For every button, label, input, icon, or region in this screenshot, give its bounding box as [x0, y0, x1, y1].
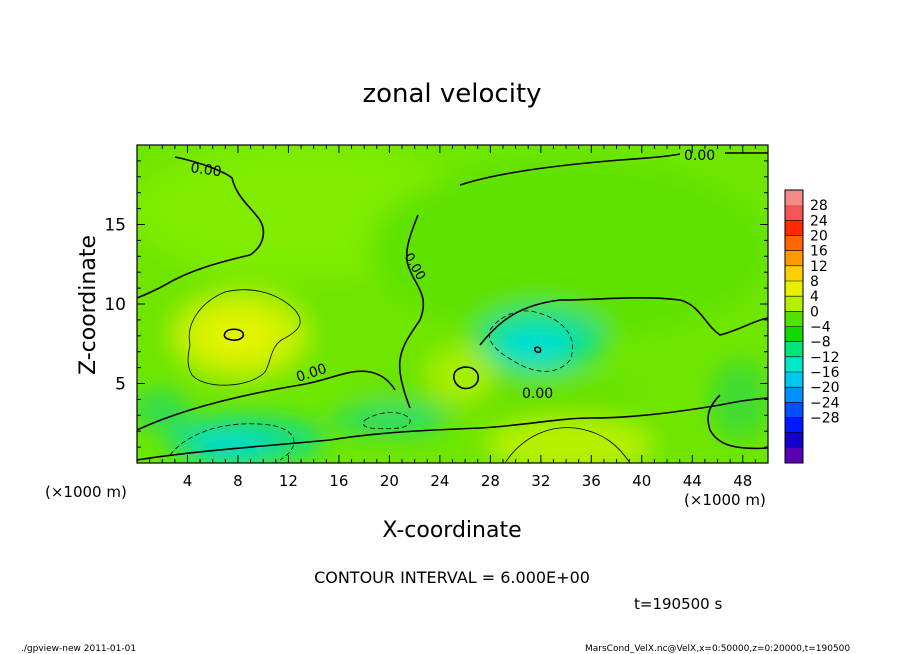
- zero-contour: [459, 152, 768, 186]
- colorbar-label: −12: [810, 350, 840, 366]
- colorbar-swatch: [785, 372, 803, 388]
- zero-contour: [137, 370, 396, 431]
- colorbar-swatch: [785, 296, 803, 312]
- colorbar-label: 12: [810, 259, 828, 275]
- zero-contour: [707, 394, 768, 450]
- plot-area: [137, 145, 768, 463]
- colorbar-label: 0: [810, 304, 819, 320]
- zero-contour: [479, 296, 768, 346]
- zero-contour: [137, 397, 768, 461]
- contour-interval-text: CONTOUR INTERVAL = 6.000E+00: [314, 568, 590, 587]
- colorbar-swatch: [785, 250, 803, 267]
- x-tick-label: 4: [183, 472, 193, 490]
- contour-line: [362, 412, 411, 430]
- field-region: [198, 311, 278, 359]
- colorbar-swatch: [785, 281, 803, 297]
- x-tick-label: 12: [279, 472, 298, 490]
- colorbar-swatch: [785, 311, 803, 327]
- colorbar-swatch: [785, 447, 803, 464]
- contour-line: [187, 289, 301, 386]
- x-tick-label: 24: [430, 472, 449, 490]
- colorbar-swatch: [785, 402, 803, 418]
- y-axis: 5 10 15: [104, 160, 768, 448]
- field-region: [485, 417, 655, 463]
- colorbar-label: −24: [810, 395, 840, 411]
- contour-line: [453, 366, 480, 390]
- x-tick-label: 36: [582, 472, 601, 490]
- colorbar-swatch: [785, 417, 803, 433]
- x-tick-label: 20: [380, 472, 399, 490]
- colorbar-swatch: [785, 235, 803, 251]
- colorbar-swatch: [785, 190, 803, 206]
- field-region: [370, 160, 768, 340]
- chart-title: zonal velocity: [362, 79, 541, 109]
- x-unit-label-right: (×1000 m): [684, 491, 766, 509]
- contour-line: [504, 427, 631, 463]
- x-tick-label: 16: [329, 472, 348, 490]
- time-text: t=190500 s: [634, 595, 722, 613]
- contour-line: [488, 310, 573, 372]
- x-tick-label: 40: [632, 472, 651, 490]
- zero-contour: [137, 156, 265, 299]
- colorbar-swatch: [785, 205, 803, 221]
- y-tick-label: 15: [104, 216, 126, 236]
- x-tick-label: 44: [683, 472, 702, 490]
- colorbar-label: −16: [810, 365, 840, 381]
- colorbar-label: −8: [810, 335, 831, 351]
- colorbar-label: −20: [810, 380, 840, 396]
- colorbar-label: 4: [810, 289, 819, 305]
- colorbar-label: 20: [810, 229, 828, 245]
- footer-right: MarsCond_VelX.nc@VelX,x=0:50000,z=0:2000…: [585, 644, 850, 654]
- colorbar-label: 28: [810, 198, 828, 214]
- zero-contour: [398, 214, 425, 409]
- field-region: [190, 432, 270, 463]
- colorbar-swatch: [785, 326, 803, 342]
- field-region: [330, 406, 450, 434]
- colorbar-swatch: [785, 387, 803, 403]
- colorbar-label: −28: [810, 411, 840, 427]
- y-axis-title: Z-coordinate: [76, 235, 101, 375]
- colorbar-swatch: [785, 220, 803, 236]
- colorbar-swatch: [785, 341, 803, 358]
- contour-line: [223, 328, 245, 341]
- x-unit-label: (×1000 m): [45, 483, 127, 501]
- x-axis-title: X-coordinate: [382, 518, 521, 543]
- x-tick-label: 8: [233, 472, 243, 490]
- contour-label: 0.00: [522, 386, 553, 402]
- contour-label: 0.00: [189, 160, 222, 180]
- y-tick-label: 5: [115, 375, 126, 395]
- field-region: [425, 345, 495, 405]
- contour-label: 0.00: [684, 148, 715, 164]
- contour-line: [169, 423, 295, 461]
- field-region: [497, 329, 573, 361]
- x-tick-label: 28: [481, 472, 500, 490]
- field-region: [137, 390, 190, 430]
- colorbar-swatch: [785, 356, 803, 373]
- x-tick-label: 48: [733, 472, 752, 490]
- y-tick-label: 10: [104, 295, 126, 315]
- colorbar-swatch: [785, 265, 803, 282]
- colorbar-label: −4: [810, 320, 831, 336]
- colorbar-label: 16: [810, 244, 828, 260]
- colorbar-label: 8: [810, 274, 819, 290]
- x-tick-label: 32: [531, 472, 550, 490]
- field-region: [710, 360, 768, 440]
- colorbar-swatch: [785, 432, 803, 449]
- x-axis: 4 8 12 16 20 24 28 32 36 40 44 48: [149, 145, 756, 490]
- contour-line: [534, 346, 542, 354]
- field-region: [350, 370, 650, 410]
- footer-left: ./gpview-new 2011-01-01: [21, 644, 136, 654]
- colorbar-label: 24: [810, 213, 828, 229]
